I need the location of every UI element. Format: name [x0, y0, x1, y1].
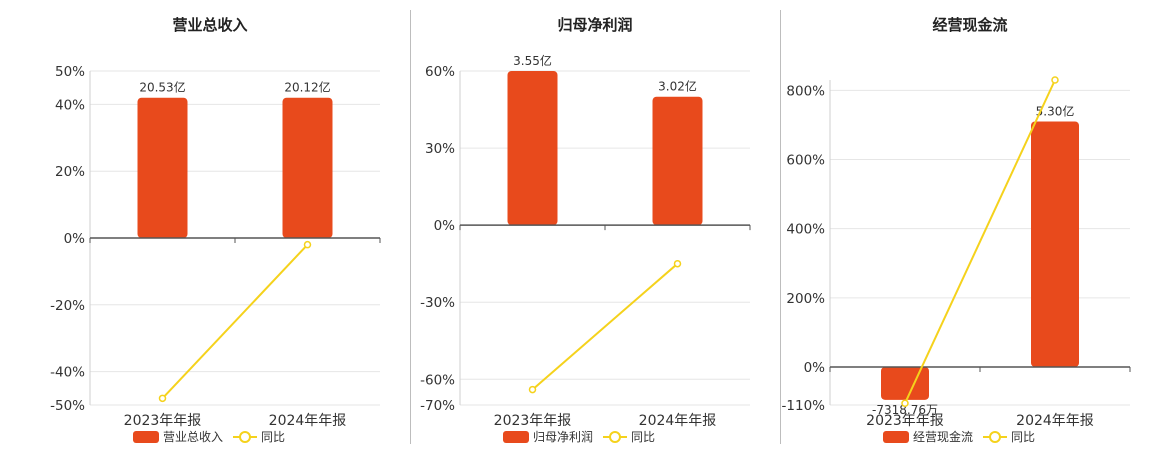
bar-data-label: 5.30亿 — [1036, 103, 1075, 118]
bar-data-label: 3.55亿 — [513, 53, 552, 68]
legend-bar-label: 营业总收入 — [163, 430, 224, 444]
yoy-point — [303, 240, 312, 249]
chart-legend: 营业总收入 同比 — [133, 428, 285, 445]
legend-bar-label: 归母净利润 — [533, 430, 594, 444]
yoy-point — [1051, 76, 1059, 84]
bar — [282, 97, 333, 238]
y-tick-label: -30% — [420, 295, 455, 311]
panel-divider — [780, 10, 781, 444]
yoy-point — [158, 394, 167, 403]
chart-title: 营业总收入 — [172, 16, 248, 34]
bar-data-label: 3.02亿 — [658, 79, 697, 94]
bar — [137, 97, 188, 238]
chart-canvas: -50% -40% -20% 0% 20% 40% 50% 20.53亿 20.12亿 2023年… — [50, 64, 381, 429]
y-tick-label: 200% — [786, 291, 825, 307]
y-tick-label: 400% — [786, 222, 825, 238]
y-tick-label: 20% — [55, 164, 85, 180]
bar — [507, 71, 558, 226]
legend-line-swatch — [233, 431, 258, 443]
x-tick-label: 2024年年报 — [269, 413, 347, 429]
x-tick-label: 2023年年报 — [124, 413, 202, 429]
legend-bar-swatch — [883, 431, 909, 443]
bar — [881, 366, 929, 400]
y-tick-label: 40% — [55, 97, 85, 113]
y-tick-label: -40% — [50, 365, 85, 381]
bar-data-label: -7318.76万 — [872, 403, 938, 417]
bar-data-label: 20.12亿 — [284, 80, 330, 95]
yoy-line — [531, 262, 679, 391]
legend-line-swatch — [603, 431, 628, 443]
y-tick-label: 60% — [425, 64, 455, 80]
chart-legend: 经营现金流 同比 — [883, 428, 1035, 445]
y-tick-label: -50% — [50, 398, 85, 414]
yoy-line — [904, 79, 1056, 404]
bar — [1031, 121, 1079, 367]
yoy-line — [161, 243, 309, 400]
legend-line-label: 同比 — [261, 430, 286, 444]
yoy-point — [673, 259, 682, 268]
chart-panel-revenue: 营业总收入 -50% -40% -20% 0% 20% 40% 50% 20.53亿 20.12… — [0, 0, 400, 450]
y-tick-label: -70% — [420, 398, 455, 414]
legend-line-swatch — [983, 431, 1008, 443]
y-tick-label: 0% — [64, 231, 86, 247]
x-tick-label: 2023年年报 — [494, 413, 572, 429]
y-tick-label: 800% — [786, 83, 825, 99]
panel-divider — [410, 10, 411, 444]
yoy-point — [901, 399, 909, 408]
y-tick-label: 0% — [804, 360, 826, 376]
chart-panel-net-profit: 归母净利润 -70% -60% -30% 0% 30% 60% 3.55亿 3.02亿 2023… — [420, 16, 751, 445]
chart-title: 经营现金流 — [932, 16, 1008, 34]
x-tick-label: 2024年年报 — [639, 413, 717, 429]
x-tick-label: 2024年年报 — [1016, 413, 1094, 429]
legend-line-label: 同比 — [631, 430, 656, 444]
y-tick-label: -20% — [50, 298, 85, 314]
y-tick-label: 0% — [434, 218, 456, 234]
chart-title: 归母净利润 — [557, 16, 633, 34]
bar-data-label: 20.53亿 — [139, 80, 185, 95]
y-tick-label: 50% — [55, 64, 85, 80]
y-tick-label: -110% — [782, 398, 826, 414]
yoy-point — [528, 385, 537, 394]
chart-canvas: -70% -60% -30% 0% 30% 60% 3.55亿 3.02亿 2023年年报 202… — [420, 53, 751, 429]
bar — [652, 96, 703, 226]
y-tick-label: -60% — [420, 372, 455, 388]
x-tick-label: 2023年年报 — [866, 413, 944, 429]
legend-bar-label: 经营现金流 — [913, 430, 974, 444]
y-tick-label: 600% — [786, 153, 825, 169]
y-tick-label: 30% — [425, 141, 455, 157]
chart-legend: 归母净利润 同比 — [503, 428, 655, 445]
legend-bar-swatch — [133, 431, 159, 443]
legend-line-label: 同比 — [1011, 430, 1036, 444]
legend-bar-swatch — [503, 431, 529, 443]
